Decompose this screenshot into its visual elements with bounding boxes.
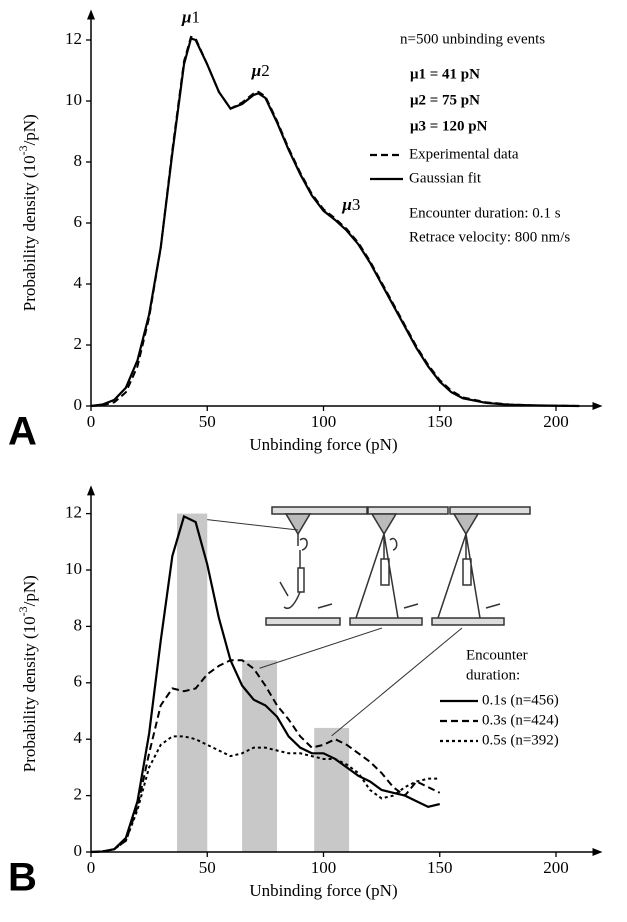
- x-tick-label: 0: [87, 858, 96, 877]
- y-axis-label: Probability density (10-3/pN): [16, 114, 39, 311]
- series-line: [90, 514, 441, 854]
- peak-symbol: μ: [341, 195, 351, 214]
- peak-index: 3: [352, 195, 361, 214]
- x-axis-label: Unbinding force (pN): [249, 435, 397, 454]
- x-tick-label: 100: [311, 858, 337, 877]
- peak-label: μ2: [251, 61, 270, 80]
- annotation: μ3 = 120 pN: [410, 118, 488, 134]
- panel-label: A: [8, 410, 37, 454]
- y-axis-label-part: /pN): [20, 575, 39, 606]
- series-line: [90, 659, 441, 853]
- y-tick-label: 12: [65, 29, 82, 48]
- legend-label: 0.5s (n=392): [482, 732, 559, 748]
- y-axis-label-part: -3: [16, 145, 30, 155]
- y-tick-label: 0: [74, 841, 83, 860]
- y-tick-label: 2: [74, 785, 83, 804]
- y-tick-label: 6: [74, 672, 83, 691]
- panel-label: B: [8, 856, 37, 900]
- y-tick-label: 2: [74, 334, 83, 353]
- peak-index: 2: [261, 61, 270, 80]
- y-tick-label: 4: [74, 273, 83, 292]
- connector: [207, 519, 299, 531]
- y-axis-arrow: [87, 485, 95, 496]
- peak-symbol: μ: [181, 7, 191, 26]
- y-axis-label-part: Probability density (10: [20, 616, 39, 772]
- y-tick-label: 10: [65, 90, 82, 109]
- x-axis-arrow: [592, 402, 603, 410]
- peak-index: 1: [191, 7, 200, 26]
- y-tick-label: 10: [65, 559, 82, 578]
- y-tick-label: 8: [74, 151, 83, 170]
- x-axis-label: Unbinding force (pN): [249, 881, 397, 900]
- series-line: [90, 735, 440, 853]
- y-tick-label: 8: [74, 615, 83, 634]
- y-axis-label-part: /pN): [20, 114, 39, 145]
- x-tick-label: 150: [427, 858, 453, 877]
- peak-label: μ1: [181, 7, 200, 26]
- legend-label: 0.1s (n=456): [482, 692, 559, 708]
- annotation: n=500 unbinding events: [400, 31, 545, 47]
- condition: Retrace velocity: 800 nm/s: [409, 229, 570, 245]
- annotation: μ2 = 75 pN: [410, 92, 480, 108]
- x-tick-label: 200: [543, 858, 569, 877]
- x-tick-label: 150: [427, 412, 453, 431]
- y-axis-label-part: Probability density (10: [20, 155, 39, 311]
- y-tick-label: 12: [65, 503, 82, 522]
- bar: [242, 660, 277, 852]
- x-tick-label: 50: [199, 412, 216, 431]
- bar: [177, 513, 208, 852]
- connector: [331, 627, 463, 737]
- y-axis-arrow: [87, 9, 95, 20]
- x-axis-arrow: [592, 848, 603, 856]
- series-line: [90, 37, 580, 408]
- bar: [314, 727, 350, 852]
- y-axis-label: Probability density (10-3/pN): [16, 575, 39, 772]
- x-tick-label: 200: [543, 412, 569, 431]
- legend-label: Gaussian fit: [409, 170, 482, 186]
- y-tick-label: 4: [74, 728, 83, 747]
- legend-label: 0.3s (n=424): [482, 712, 559, 728]
- legend-label: Experimental data: [409, 146, 519, 162]
- legend-title: Encounter: [466, 647, 528, 663]
- x-tick-label: 50: [199, 858, 216, 877]
- annotation: μ1 = 41 pN: [410, 66, 480, 82]
- condition: Encounter duration: 0.1 s: [409, 205, 561, 221]
- y-tick-label: 6: [74, 212, 83, 231]
- legend-title: duration:: [466, 667, 520, 683]
- y-axis-label-part: -3: [16, 606, 30, 616]
- connector: [259, 627, 383, 669]
- cantilever-insets: [265, 506, 531, 626]
- peak-symbol: μ: [251, 61, 261, 80]
- x-tick-label: 0: [87, 412, 96, 431]
- y-tick-label: 0: [74, 395, 83, 414]
- x-tick-label: 100: [311, 412, 337, 431]
- peak-label: μ3: [341, 195, 360, 214]
